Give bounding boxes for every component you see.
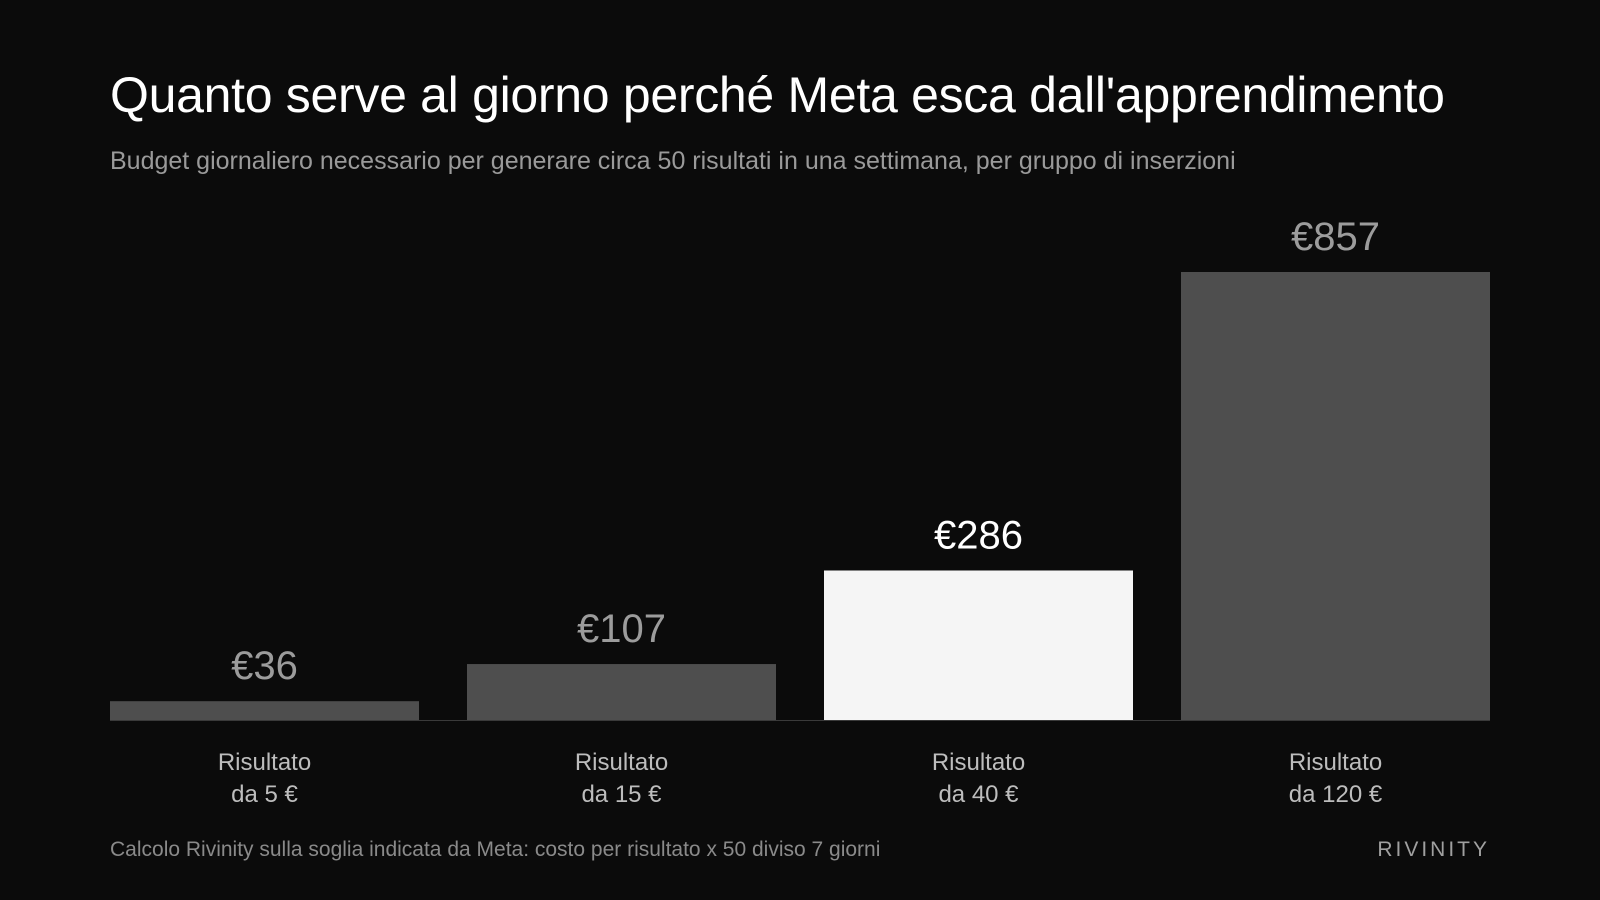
category-label-4: Risultato da 120 € <box>1289 749 1383 808</box>
page-subtitle: Budget giornaliero necessario per genera… <box>110 147 1236 175</box>
brand-logo: RIVINITY <box>1377 838 1490 861</box>
bar-2 <box>467 664 776 720</box>
data-label-3: €286 <box>934 513 1023 557</box>
bar-1 <box>110 701 419 720</box>
data-label-4: €857 <box>1291 215 1380 259</box>
bar-3 <box>824 570 1133 720</box>
data-label-1: €36 <box>231 644 298 688</box>
page-title: Quanto serve al giorno perché Meta esca … <box>110 67 1445 123</box>
bar-4 <box>1181 272 1490 720</box>
category-label-1: Risultato da 5 € <box>218 749 311 808</box>
data-label-2: €107 <box>577 607 666 651</box>
category-label-2: Risultato da 15 € <box>575 749 668 808</box>
footnote: Calcolo Rivinity sulla soglia indicata d… <box>110 838 881 861</box>
category-label-3: Risultato da 40 € <box>932 749 1025 808</box>
